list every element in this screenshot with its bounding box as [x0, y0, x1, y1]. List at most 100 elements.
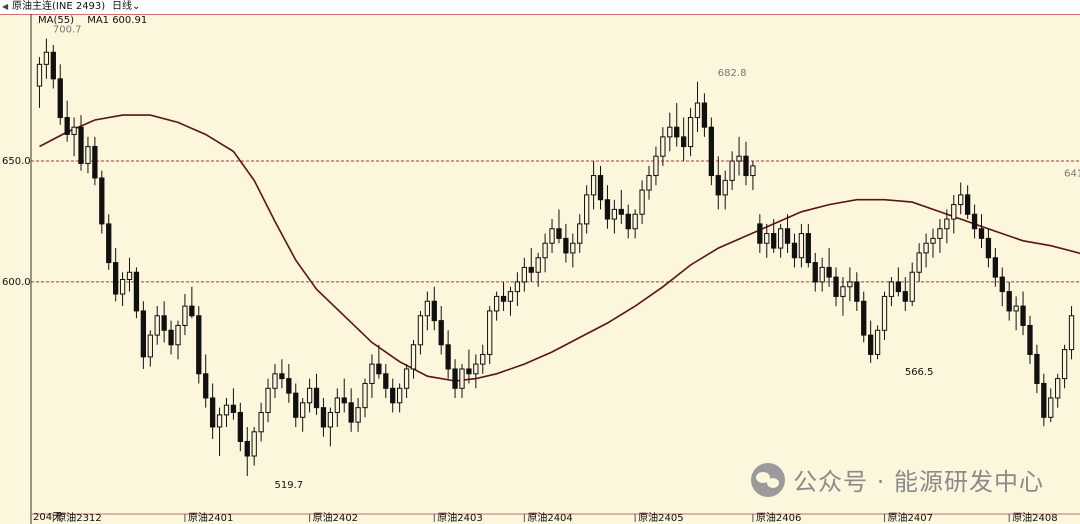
candle: [189, 286, 195, 319]
candle-body-up: [126, 271, 133, 281]
candle-body-down: [895, 281, 902, 293]
candle-body-up: [355, 407, 361, 423]
candle: [771, 219, 777, 253]
candle: [251, 426, 257, 466]
collapse-arrow-icon[interactable]: ◀: [2, 2, 9, 11]
candle: [203, 354, 209, 408]
candle-body-up: [577, 223, 583, 244]
candle-body-down: [244, 440, 250, 457]
candle-body-down: [563, 237, 569, 254]
candle: [50, 45, 56, 89]
candle: [708, 117, 714, 186]
candle-body-down: [992, 257, 998, 278]
candle-body-down: [57, 78, 63, 119]
candle-body-down: [320, 407, 327, 428]
candle: [293, 383, 299, 427]
candle: [431, 286, 437, 331]
candle: [556, 209, 562, 244]
ma-label: MA(55): [38, 15, 74, 26]
candle-body-up: [653, 155, 659, 177]
candle-body-down: [556, 228, 562, 239]
candle: [369, 354, 375, 398]
candle-body-up: [667, 126, 673, 138]
candle: [424, 291, 431, 331]
candle-body-down: [868, 334, 874, 355]
extreme-label: 682.8: [718, 68, 747, 79]
candle: [64, 100, 70, 142]
candle-body-up: [265, 387, 271, 413]
candle-body-up: [764, 233, 770, 244]
candle-body-up: [888, 281, 895, 297]
candle: [590, 161, 597, 210]
candle: [237, 402, 243, 452]
candle: [909, 262, 915, 307]
candle-body-down: [92, 146, 98, 179]
candle: [417, 310, 424, 355]
gridlines: [31, 160, 1080, 283]
candle: [161, 301, 167, 343]
wechat-icon: [751, 462, 786, 497]
candle-body-down: [604, 199, 611, 220]
candle: [286, 364, 292, 403]
candle: [99, 170, 105, 234]
candle: [888, 277, 895, 307]
candle: [480, 344, 486, 374]
candle-body-up: [916, 252, 922, 273]
candle: [542, 233, 548, 273]
candle-body-down: [680, 136, 687, 148]
candle-body-up: [71, 126, 77, 135]
candle: [930, 228, 936, 258]
candle-body-down: [237, 411, 243, 442]
candle: [722, 170, 728, 210]
candle-body-down: [293, 392, 299, 418]
candle: [805, 223, 811, 268]
candle: [874, 325, 881, 360]
candle-body-down: [528, 266, 534, 273]
candle: [687, 107, 694, 157]
candle-body-up: [480, 353, 486, 365]
period-select[interactable]: 日线⌄: [112, 0, 140, 14]
candle: [1061, 344, 1068, 389]
candle-body-up: [958, 194, 964, 206]
candle: [625, 204, 631, 239]
candle-body-down: [902, 291, 908, 302]
candle: [736, 136, 742, 176]
candle: [119, 272, 126, 307]
symbol-title[interactable]: 原油主连(INE 2493): [12, 1, 106, 12]
candle-body-down: [133, 271, 140, 312]
candle-body-up: [223, 404, 230, 416]
candle: [36, 57, 43, 108]
candle-body-down: [833, 276, 839, 297]
candle-body-up: [417, 315, 424, 346]
candle: [570, 233, 576, 268]
candle: [895, 267, 902, 297]
candle-body-up: [43, 51, 50, 65]
candle-body-up: [327, 411, 334, 428]
candle: [272, 364, 278, 398]
candle: [168, 320, 174, 355]
candle: [43, 38, 50, 79]
candle: [244, 426, 250, 477]
candle-body-down: [784, 228, 791, 244]
candle-body-up: [660, 136, 666, 157]
candle-body-up: [874, 329, 881, 355]
candle: [306, 378, 313, 413]
candle-body-up: [1055, 378, 1061, 399]
candle: [1034, 344, 1040, 394]
candle: [493, 291, 500, 321]
candle: [182, 294, 188, 336]
candle: [971, 204, 978, 239]
candle: [667, 112, 673, 152]
candle: [223, 397, 230, 427]
candle: [618, 190, 624, 224]
candle: [937, 219, 943, 253]
candle-body-down: [826, 266, 832, 278]
candle-body-down: [597, 175, 604, 201]
candle: [660, 127, 666, 166]
candle: [196, 306, 202, 384]
candle: [362, 378, 368, 418]
candle: [854, 272, 860, 311]
